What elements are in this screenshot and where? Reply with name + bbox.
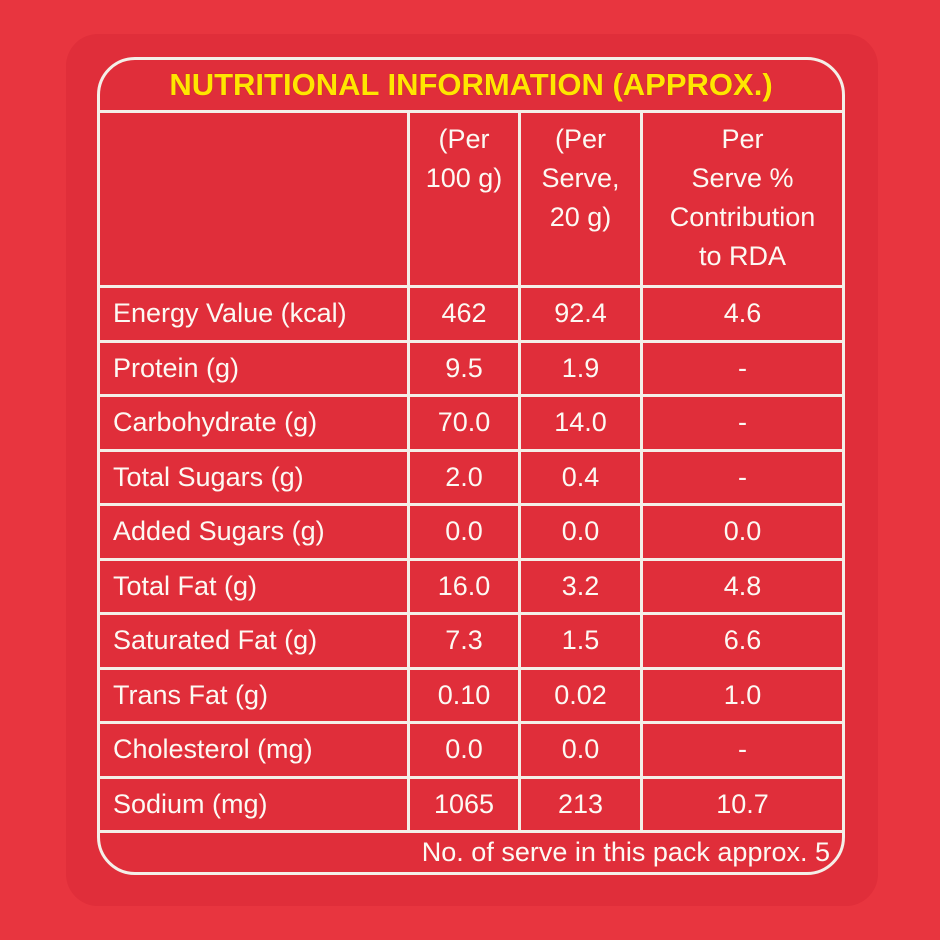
value-rda: 4.6: [640, 288, 842, 340]
package-face-background: [66, 34, 878, 906]
value-rda: -: [640, 397, 842, 449]
row-label: Total Sugars (g): [113, 461, 304, 492]
value-per-100g: 16.0: [407, 560, 518, 612]
value-rda: 6.6: [640, 615, 842, 667]
value-per-serve: 3.2: [518, 560, 640, 612]
table-row: Protein (g) 9.5 1.9 -: [100, 339, 842, 394]
table-row: Added Sugars (g) 0.0 0.0 0.0: [100, 503, 842, 558]
value-per-serve: 213: [518, 778, 640, 830]
serving-note: No. of serve in this pack approx. 5: [421, 837, 830, 867]
value-per-serve: 0.0: [518, 724, 640, 776]
header-per-serve: (Per Serve, 20 g): [518, 113, 640, 285]
value-rda: 4.8: [640, 560, 842, 612]
row-label: Added Sugars (g): [113, 516, 325, 547]
value-per-100g: 9.5: [407, 342, 518, 394]
table-row: Total Sugars (g) 2.0 0.4 -: [100, 448, 842, 503]
value-per-serve: 0.02: [518, 669, 640, 721]
value-per-serve: 14.0: [518, 397, 640, 449]
nutrition-table-panel: NUTRITIONAL INFORMATION (APPROX.) (Per 1…: [97, 57, 845, 875]
table-row: Energy Value (kcal) 462 92.4 4.6: [100, 285, 842, 340]
value-per-serve: 92.4: [518, 288, 640, 340]
header-per-100g: (Per 100 g): [407, 113, 518, 285]
value-per-100g: 7.3: [407, 615, 518, 667]
table-header-row: (Per 100 g) (Per Serve, 20 g) Per Serve …: [100, 113, 842, 285]
row-label: Protein (g): [113, 352, 240, 383]
row-label: Trans Fat (g): [113, 679, 269, 710]
table-row: Sodium (mg) 1065 213 10.7: [100, 775, 842, 830]
value-rda: -: [640, 342, 842, 394]
value-per-serve: 0.4: [518, 451, 640, 503]
value-per-100g: 1065: [407, 778, 518, 830]
value-per-100g: 0.0: [407, 724, 518, 776]
header-rda-contribution: Per Serve % Contribution to RDA: [640, 113, 842, 285]
value-per-serve: 1.5: [518, 615, 640, 667]
row-label: Sodium (mg): [113, 788, 268, 819]
value-per-100g: 0.10: [407, 669, 518, 721]
row-label: Total Fat (g): [113, 570, 258, 601]
nutrition-title: NUTRITIONAL INFORMATION (APPROX.): [169, 67, 773, 102]
value-per-100g: 70.0: [407, 397, 518, 449]
value-rda: 0.0: [640, 506, 842, 558]
value-per-100g: 462: [407, 288, 518, 340]
value-rda: -: [640, 724, 842, 776]
row-label: Saturated Fat (g): [113, 625, 318, 656]
value-per-100g: 0.0: [407, 506, 518, 558]
table-row: Saturated Fat (g) 7.3 1.5 6.6: [100, 612, 842, 667]
value-per-serve: 1.9: [518, 342, 640, 394]
table-row: Cholesterol (mg) 0.0 0.0 -: [100, 721, 842, 776]
row-label: Cholesterol (mg): [113, 734, 313, 765]
row-label: Energy Value (kcal): [113, 298, 347, 329]
value-rda: 1.0: [640, 669, 842, 721]
row-label: Carbohydrate (g): [113, 407, 318, 438]
value-per-serve: 0.0: [518, 506, 640, 558]
value-per-100g: 2.0: [407, 451, 518, 503]
table-row: Trans Fat (g) 0.10 0.02 1.0: [100, 666, 842, 721]
value-rda: 10.7: [640, 778, 842, 830]
table-row: Total Fat (g) 16.0 3.2 4.8: [100, 557, 842, 612]
value-rda: -: [640, 451, 842, 503]
table-row: Carbohydrate (g) 70.0 14.0 -: [100, 394, 842, 449]
header-blank-cell: [100, 113, 407, 285]
footer-serving-note-row: No. of serve in this pack approx. 5: [100, 830, 842, 872]
nutrition-title-row: NUTRITIONAL INFORMATION (APPROX.): [100, 60, 842, 113]
